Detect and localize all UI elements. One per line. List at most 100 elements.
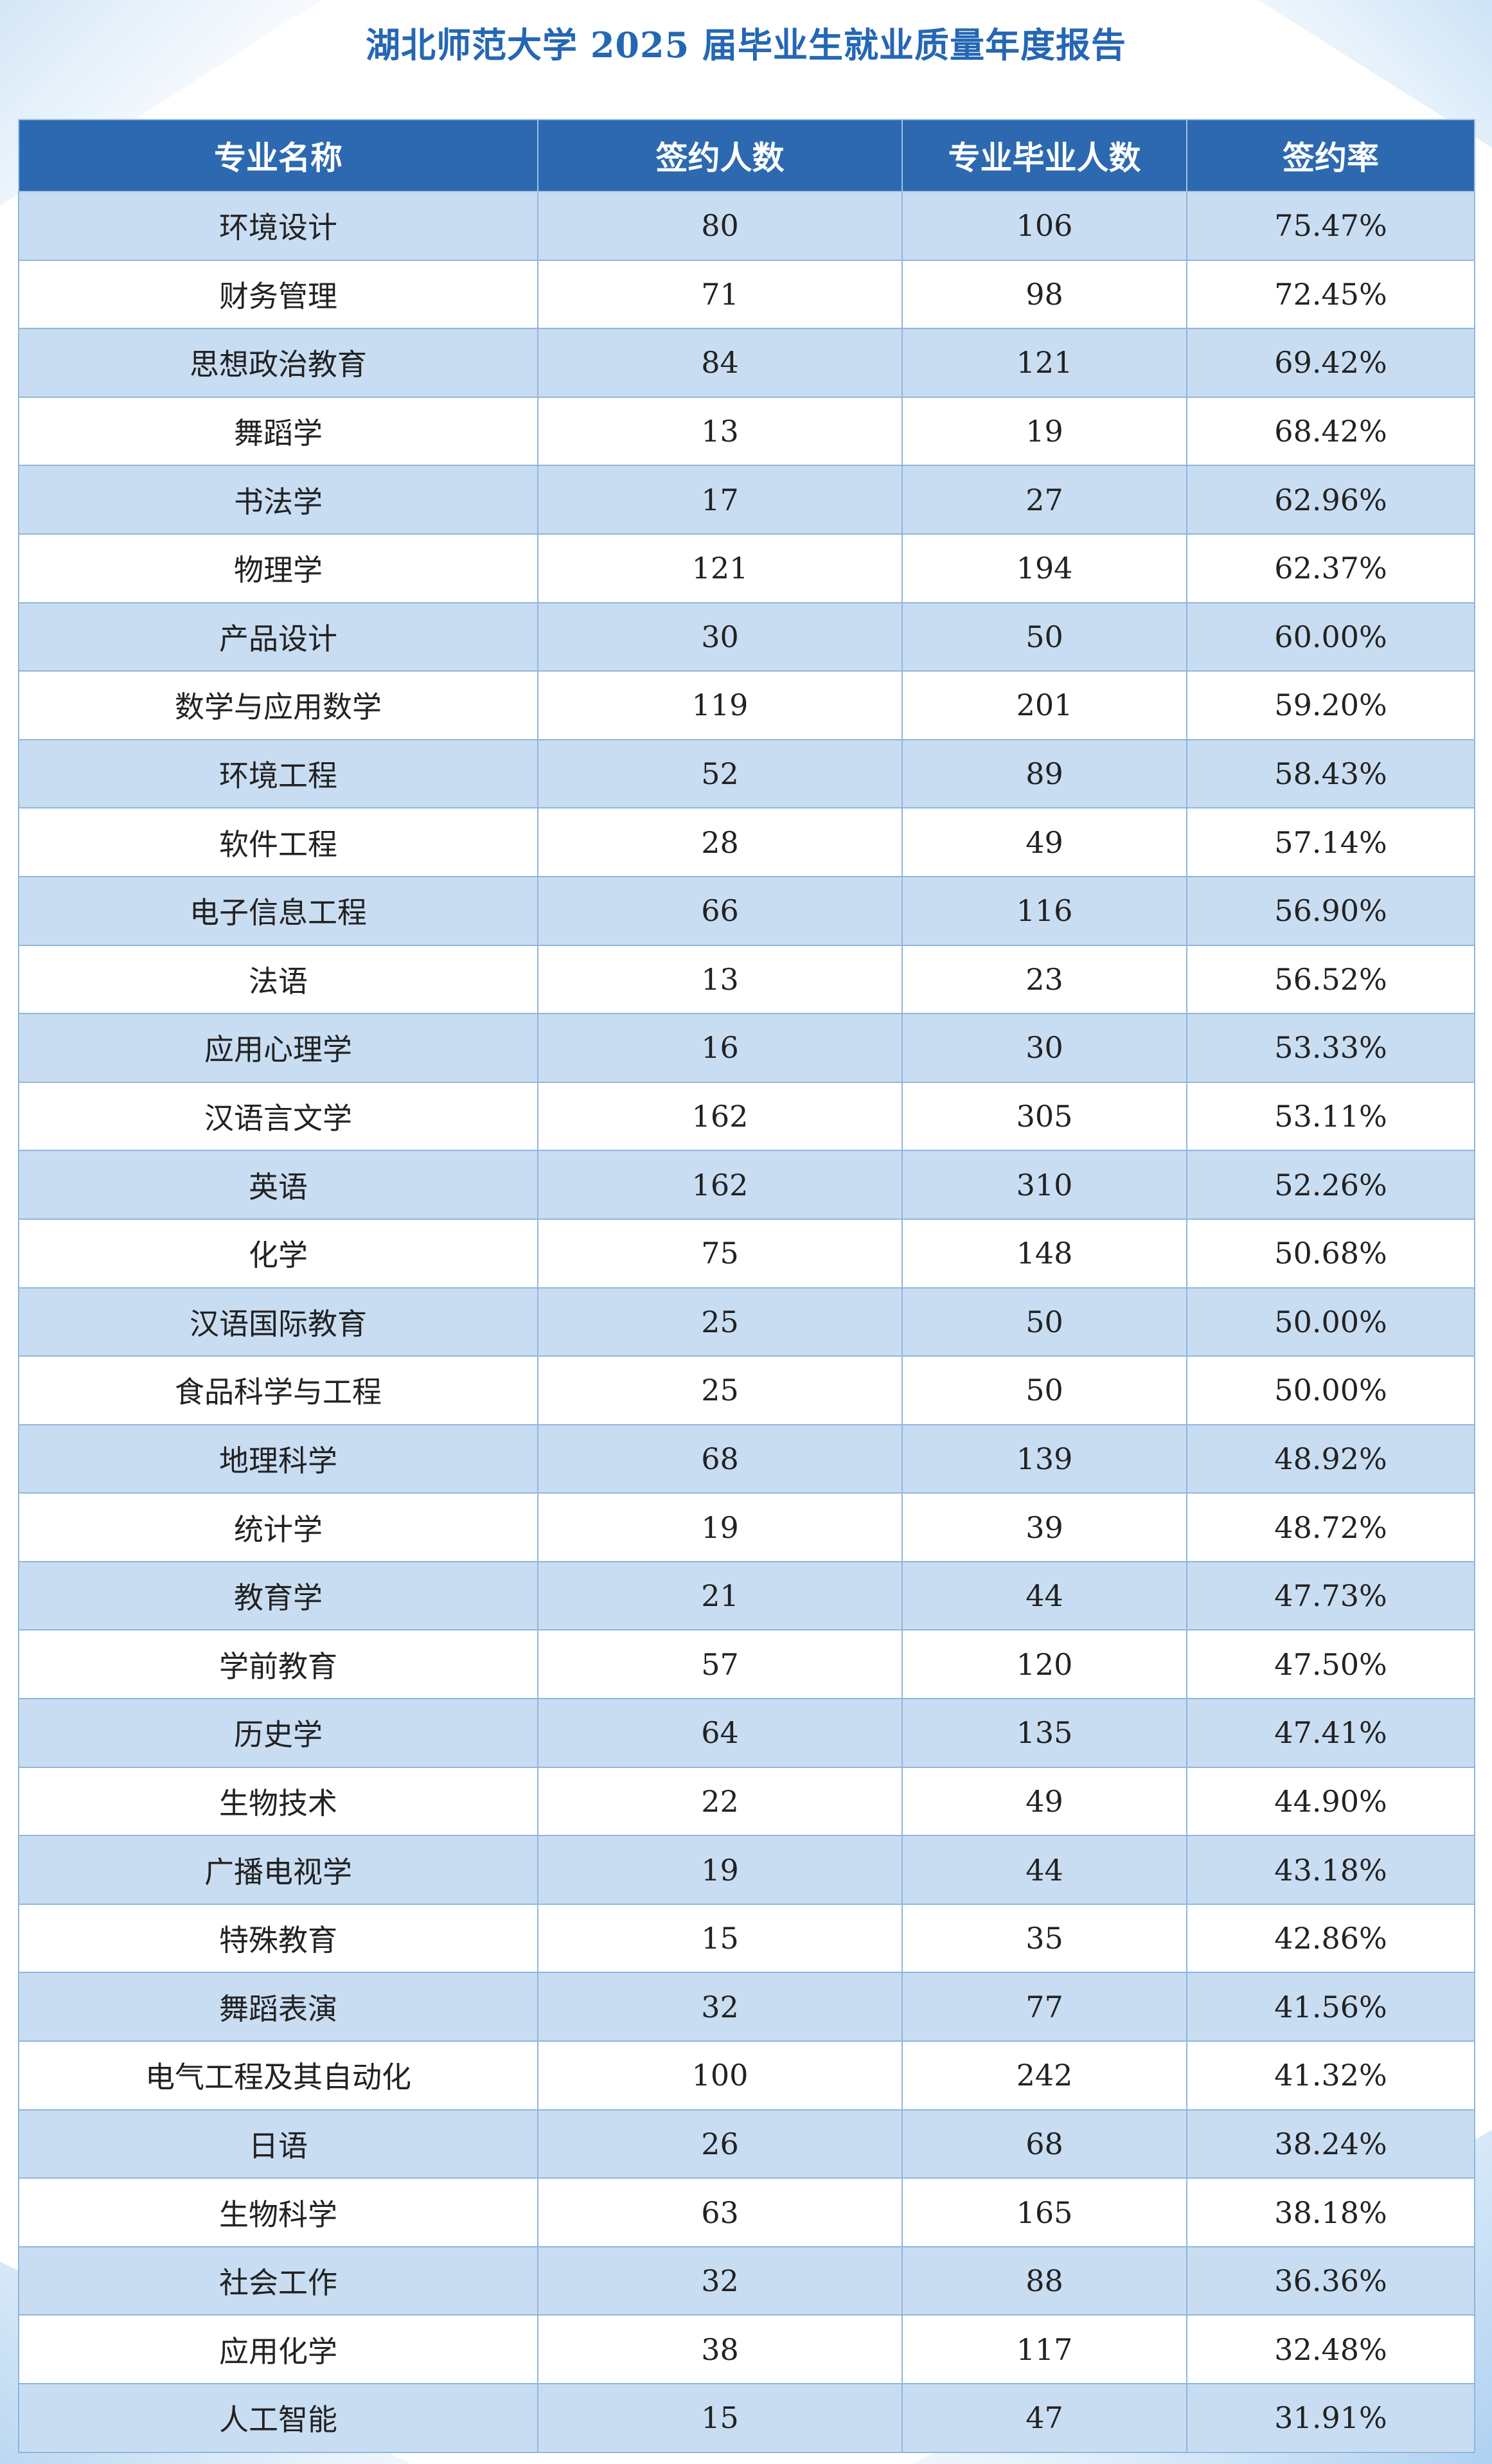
cell-signing-rate: 56.90% — [1186, 875, 1475, 946]
header-row: 专业名称 签约人数 专业毕业人数 签约率 — [18, 119, 1475, 192]
table-header: 专业名称 签约人数 专业毕业人数 签约率 — [18, 119, 1475, 192]
cell-major: 人工智能 — [18, 2383, 538, 2453]
cell-graduate-count: 30 — [901, 1013, 1187, 1083]
cell-signed-count: 26 — [537, 2109, 903, 2179]
cell-major: 学前教育 — [18, 1629, 538, 1700]
cell-graduate-count: 120 — [901, 1629, 1187, 1700]
table-row: 食品科学与工程 25 50 50.00% — [18, 1355, 1475, 1425]
cell-signed-count: 71 — [537, 259, 903, 330]
cell-signing-rate: 68.42% — [1186, 396, 1475, 467]
cell-major: 财务管理 — [18, 259, 538, 330]
table-row: 地理科学 68 139 48.92% — [18, 1424, 1475, 1494]
cell-graduate-count: 68 — [901, 2109, 1187, 2179]
cell-major: 社会工作 — [18, 2245, 538, 2316]
cell-major: 食品科学与工程 — [18, 1355, 538, 1425]
table-row: 汉语言文学 162 305 53.11% — [18, 1081, 1475, 1152]
table-row: 舞蹈表演 32 77 41.56% — [18, 1972, 1475, 2042]
table-row: 人工智能 15 47 31.91% — [18, 2383, 1475, 2453]
table-row: 统计学 19 39 48.72% — [18, 1492, 1475, 1562]
cell-signing-rate: 58.43% — [1186, 738, 1475, 809]
cell-major: 统计学 — [18, 1492, 538, 1562]
cell-major: 电气工程及其自动化 — [18, 2040, 538, 2111]
cell-signed-count: 38 — [537, 2314, 903, 2384]
cell-graduate-count: 106 — [901, 191, 1187, 261]
cell-major: 舞蹈学 — [18, 396, 538, 467]
employment-table: 专业名称 签约人数 专业毕业人数 签约率 环境设计 80 106 75.47% 财务管理… — [18, 119, 1475, 2453]
cell-graduate-count: 88 — [901, 2245, 1187, 2316]
cell-signed-count: 32 — [537, 1972, 903, 2042]
cell-signing-rate: 32.48% — [1186, 2314, 1475, 2384]
table-row: 汉语国际教育 25 50 50.00% — [18, 1287, 1475, 1357]
table-row: 生物技术 22 49 44.90% — [18, 1766, 1475, 1837]
cell-graduate-count: 194 — [901, 533, 1187, 603]
table-row: 教育学 21 44 47.73% — [18, 1560, 1475, 1631]
cell-major: 汉语言文学 — [18, 1081, 538, 1152]
table-row: 思想政治教育 84 121 69.42% — [18, 328, 1475, 398]
cell-major: 应用心理学 — [18, 1013, 538, 1083]
cell-signing-rate: 43.18% — [1186, 1835, 1475, 1905]
cell-major: 历史学 — [18, 1698, 538, 1768]
cell-signing-rate: 38.24% — [1186, 2109, 1475, 2179]
cell-signing-rate: 31.91% — [1186, 2383, 1475, 2453]
cell-signed-count: 64 — [537, 1698, 903, 1768]
table-row: 舞蹈学 13 19 68.42% — [18, 396, 1475, 467]
cell-signing-rate: 57.14% — [1186, 807, 1475, 877]
table-row: 书法学 17 27 62.96% — [18, 465, 1475, 535]
cell-signing-rate: 50.00% — [1186, 1287, 1475, 1357]
cell-signed-count: 119 — [537, 670, 903, 740]
cell-signed-count: 22 — [537, 1766, 903, 1837]
cell-signed-count: 121 — [537, 533, 903, 603]
cell-graduate-count: 27 — [901, 465, 1187, 535]
cell-major: 特殊教育 — [18, 1903, 538, 1974]
table-row: 产品设计 30 50 60.00% — [18, 602, 1475, 672]
cell-graduate-count: 50 — [901, 602, 1187, 672]
cell-graduate-count: 89 — [901, 738, 1187, 809]
cell-signed-count: 52 — [537, 738, 903, 809]
table-row: 化学 75 148 50.68% — [18, 1218, 1475, 1289]
cell-major: 思想政治教育 — [18, 328, 538, 398]
cell-major: 书法学 — [18, 465, 538, 535]
cell-signed-count: 57 — [537, 1629, 903, 1700]
cell-signed-count: 84 — [537, 328, 903, 398]
cell-major: 生物技术 — [18, 1766, 538, 1837]
cell-major: 电子信息工程 — [18, 875, 538, 946]
cell-graduate-count: 49 — [901, 807, 1187, 877]
table-row: 数学与应用数学 119 201 59.20% — [18, 670, 1475, 740]
cell-major: 软件工程 — [18, 807, 538, 877]
cell-graduate-count: 139 — [901, 1424, 1187, 1494]
cell-signing-rate: 56.52% — [1186, 944, 1475, 1015]
cell-signing-rate: 53.11% — [1186, 1081, 1475, 1152]
cell-graduate-count: 49 — [901, 1766, 1187, 1837]
header-signed-count: 签约人数 — [537, 119, 903, 192]
cell-signed-count: 19 — [537, 1492, 903, 1562]
cell-signed-count: 17 — [537, 465, 903, 535]
cell-major: 环境工程 — [18, 738, 538, 809]
cell-major: 汉语国际教育 — [18, 1287, 538, 1357]
cell-major: 法语 — [18, 944, 538, 1015]
cell-major: 环境设计 — [18, 191, 538, 261]
cell-signing-rate: 69.42% — [1186, 328, 1475, 398]
table-row: 社会工作 32 88 36.36% — [18, 2245, 1475, 2316]
table-row: 环境工程 52 89 58.43% — [18, 738, 1475, 809]
cell-graduate-count: 98 — [901, 259, 1187, 330]
table-row: 电子信息工程 66 116 56.90% — [18, 875, 1475, 946]
cell-signed-count: 25 — [537, 1287, 903, 1357]
cell-graduate-count: 39 — [901, 1492, 1187, 1562]
cell-signing-rate: 47.41% — [1186, 1698, 1475, 1768]
header-graduate-count: 专业毕业人数 — [901, 119, 1187, 192]
cell-signed-count: 162 — [537, 1081, 903, 1152]
table-row: 财务管理 71 98 72.45% — [18, 259, 1475, 330]
table-row: 特殊教育 15 35 42.86% — [18, 1903, 1475, 1974]
cell-signed-count: 19 — [537, 1835, 903, 1905]
cell-graduate-count: 148 — [901, 1218, 1187, 1289]
cell-major: 舞蹈表演 — [18, 1972, 538, 2042]
table-row: 历史学 64 135 47.41% — [18, 1698, 1475, 1768]
cell-graduate-count: 121 — [901, 328, 1187, 398]
table-row: 英语 162 310 52.26% — [18, 1150, 1475, 1220]
cell-signed-count: 13 — [537, 396, 903, 467]
cell-graduate-count: 50 — [901, 1355, 1187, 1425]
cell-major: 生物科学 — [18, 2177, 538, 2247]
cell-graduate-count: 47 — [901, 2383, 1187, 2453]
cell-signing-rate: 75.47% — [1186, 191, 1475, 261]
cell-signing-rate: 41.32% — [1186, 2040, 1475, 2111]
